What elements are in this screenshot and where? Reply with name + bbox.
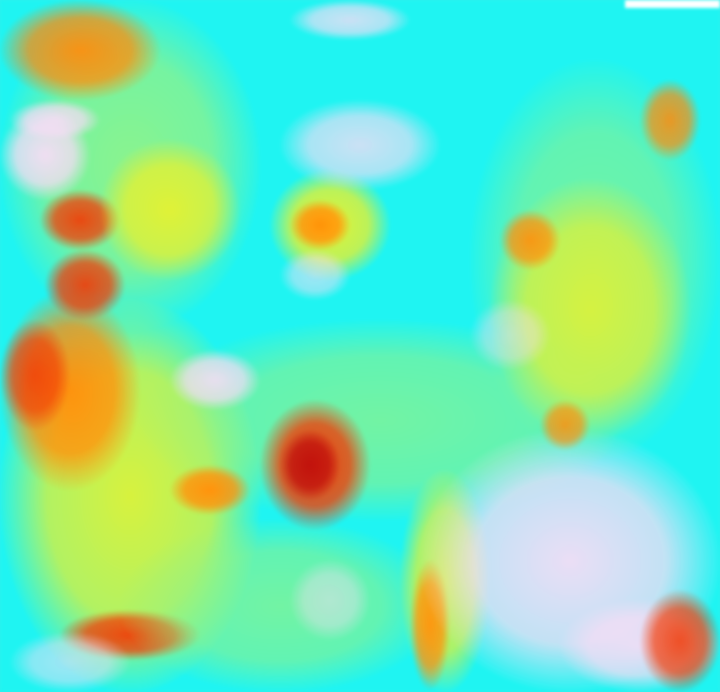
cloud-north	[280, 100, 440, 190]
cloud-center-2	[280, 250, 350, 300]
cloud-east	[470, 300, 550, 370]
cloud-north-2	[290, 0, 410, 40]
center-north-orange	[290, 200, 350, 250]
southeast-red	[640, 590, 720, 692]
east-orange	[500, 210, 560, 270]
cloud-southwest	[10, 632, 130, 692]
west-red	[0, 320, 70, 430]
east-orange-2	[540, 400, 590, 450]
cloud-south	[290, 560, 370, 640]
no-data-corner	[625, 0, 720, 8]
hotspot-dark	[280, 430, 340, 500]
cloud-center	[170, 350, 260, 410]
northwest-hot	[0, 0, 160, 100]
yellow-band	[100, 140, 240, 280]
south-green	[120, 520, 440, 692]
hotspot-west	[170, 465, 250, 515]
cloud-west-2	[10, 100, 100, 140]
northeast-orange	[640, 80, 700, 160]
red-patch-2	[45, 250, 125, 320]
